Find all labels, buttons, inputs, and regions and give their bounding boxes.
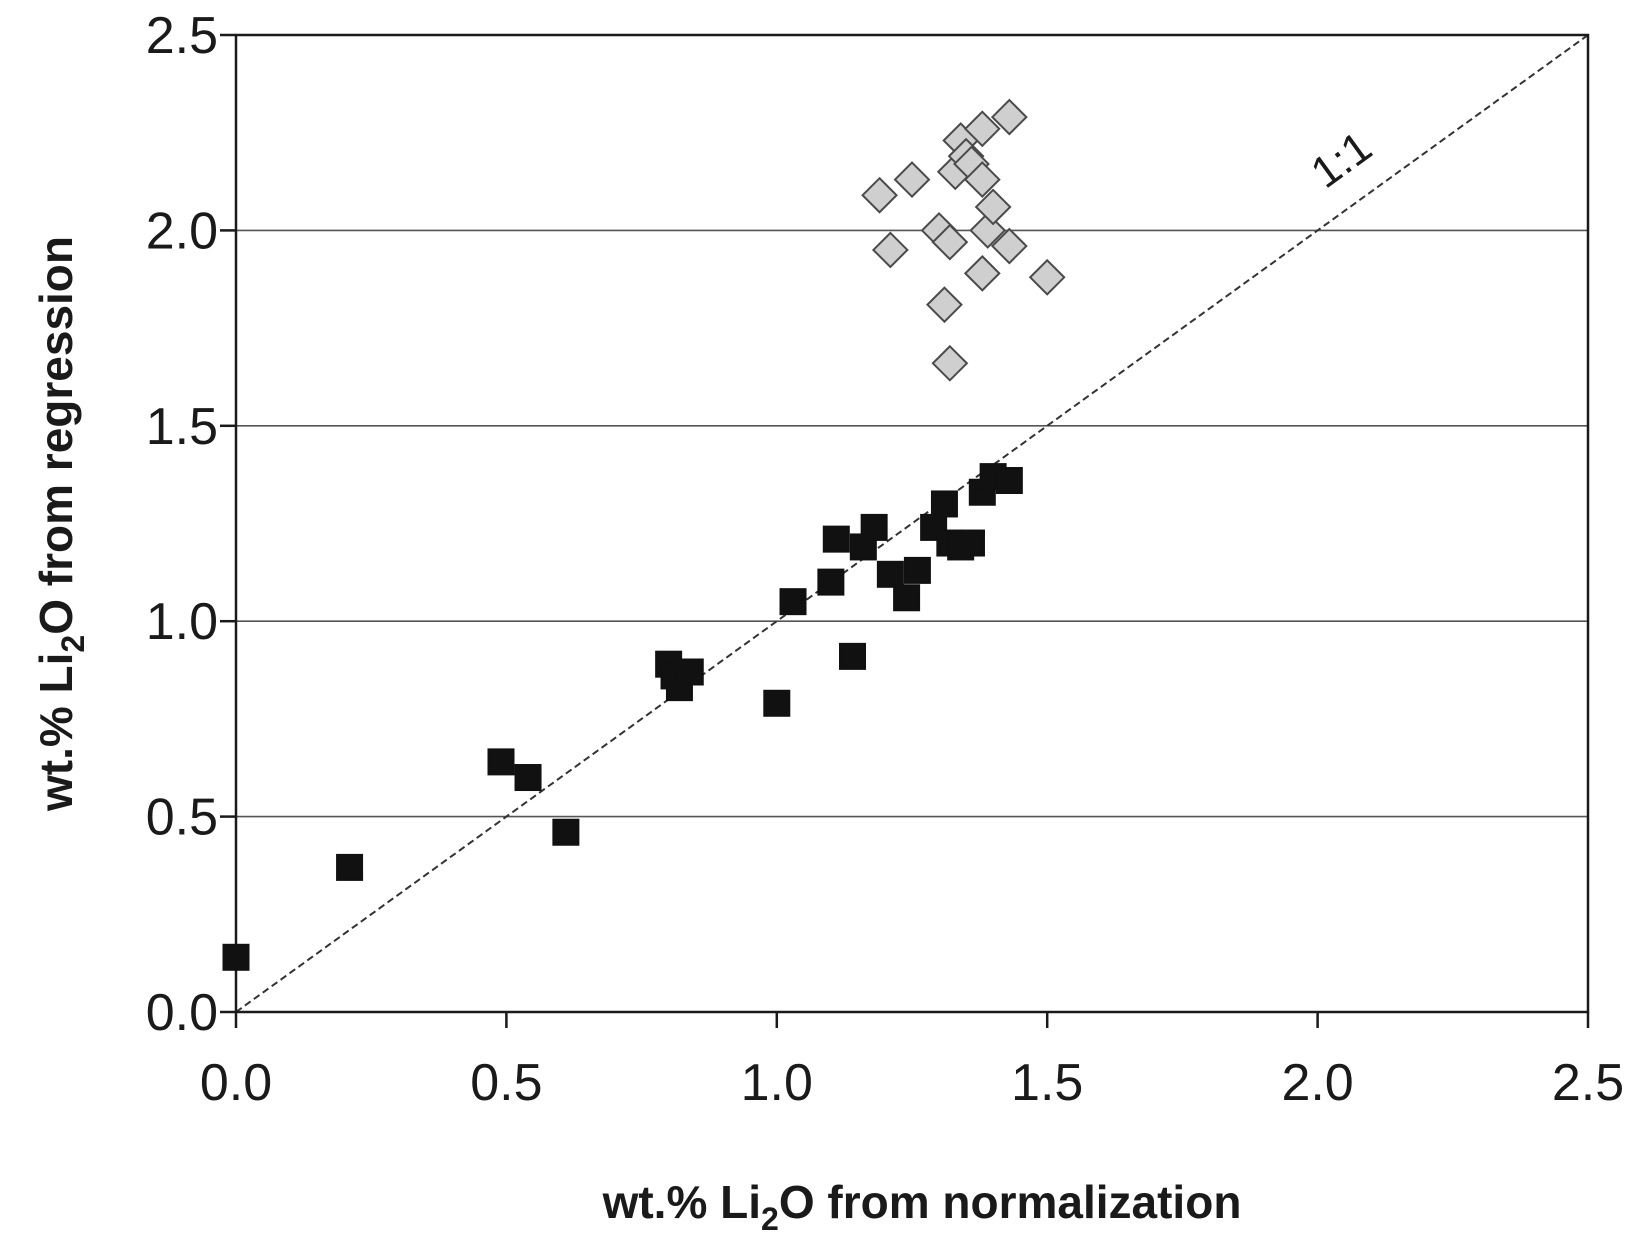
diamond-point-0 [861,176,898,214]
plot-area-frame [234,33,1590,1014]
diamond-point-16 [990,98,1028,136]
square-point-11 [817,568,845,596]
diamond-point-2 [893,161,931,199]
x-axis-title-subscript: 2 [761,1201,779,1237]
square-point-12 [822,525,850,553]
x-tick-label-0: 0.0 [200,1054,272,1112]
square-point-23 [957,529,985,557]
diamond-point-15 [974,188,1012,226]
square-point-17 [893,584,921,612]
square-point-10 [779,588,807,616]
x-axis-title: wt.% Li2O from normalization [602,1176,1242,1237]
diamond-point-18 [1028,258,1066,296]
reference-line-group [235,34,1589,1013]
x-axis-title-prefix: wt.% Li [602,1176,761,1228]
axis-ticks: 0.0 0.5 1.0 1.5 2.0 2.5 0.0 0.5 1.0 1.5 2.0 2.5 [146,7,1624,1112]
square-point-15 [860,513,888,541]
y-axis-title: wt.% Li2O from regression [30,236,91,812]
diamond-point-12 [963,254,1001,292]
diamond-point-11 [963,161,1001,199]
square-point-1 [336,853,364,881]
data-points [222,98,1066,971]
y-tick-label-5: 2.5 [146,7,218,65]
reference-line-label: 1:1 [1302,122,1380,198]
diamond-point-5 [931,344,969,382]
x-tick-label-2: 1.0 [741,1054,813,1112]
square-point-2 [487,748,515,776]
diamonds-series [861,98,1066,382]
diamond-point-6 [931,223,969,261]
x-tick-label-3: 1.5 [1011,1054,1083,1112]
y-tick-label-2: 1.0 [146,593,218,651]
y-tick-label-4: 2.0 [146,202,218,260]
y-axis-title-suffix: O from regression [30,236,82,635]
x-tick-label-4: 2.0 [1281,1054,1353,1112]
diamond-point-1 [871,231,909,269]
one-to-one-line [235,34,1589,1013]
square-point-13 [839,642,867,670]
x-axis-title-suffix: O from normalization [779,1176,1242,1228]
y-tick-label-1: 0.5 [146,789,218,847]
square-point-26 [995,467,1023,495]
squares-series [222,463,1023,971]
square-point-16 [876,560,904,588]
square-point-9 [763,689,791,717]
square-point-0 [222,943,250,971]
square-point-3 [514,764,542,792]
diamond-point-13 [963,110,1001,148]
x-tick-label-1: 0.5 [470,1054,542,1112]
y-tick-label-0: 0.0 [146,984,218,1042]
square-point-20 [930,490,958,518]
square-point-18 [903,556,931,584]
gridlines [236,229,1588,818]
square-point-4 [552,818,580,846]
y-axis-title-subscript: 2 [55,635,91,653]
diamond-point-17 [990,227,1028,265]
diamond-point-4 [926,286,963,324]
square-point-8 [676,658,704,686]
x-tick-label-5: 2.5 [1552,1054,1624,1112]
y-axis-title-prefix: wt.% Li [30,653,82,812]
y-tick-label-3: 1.5 [146,398,218,456]
